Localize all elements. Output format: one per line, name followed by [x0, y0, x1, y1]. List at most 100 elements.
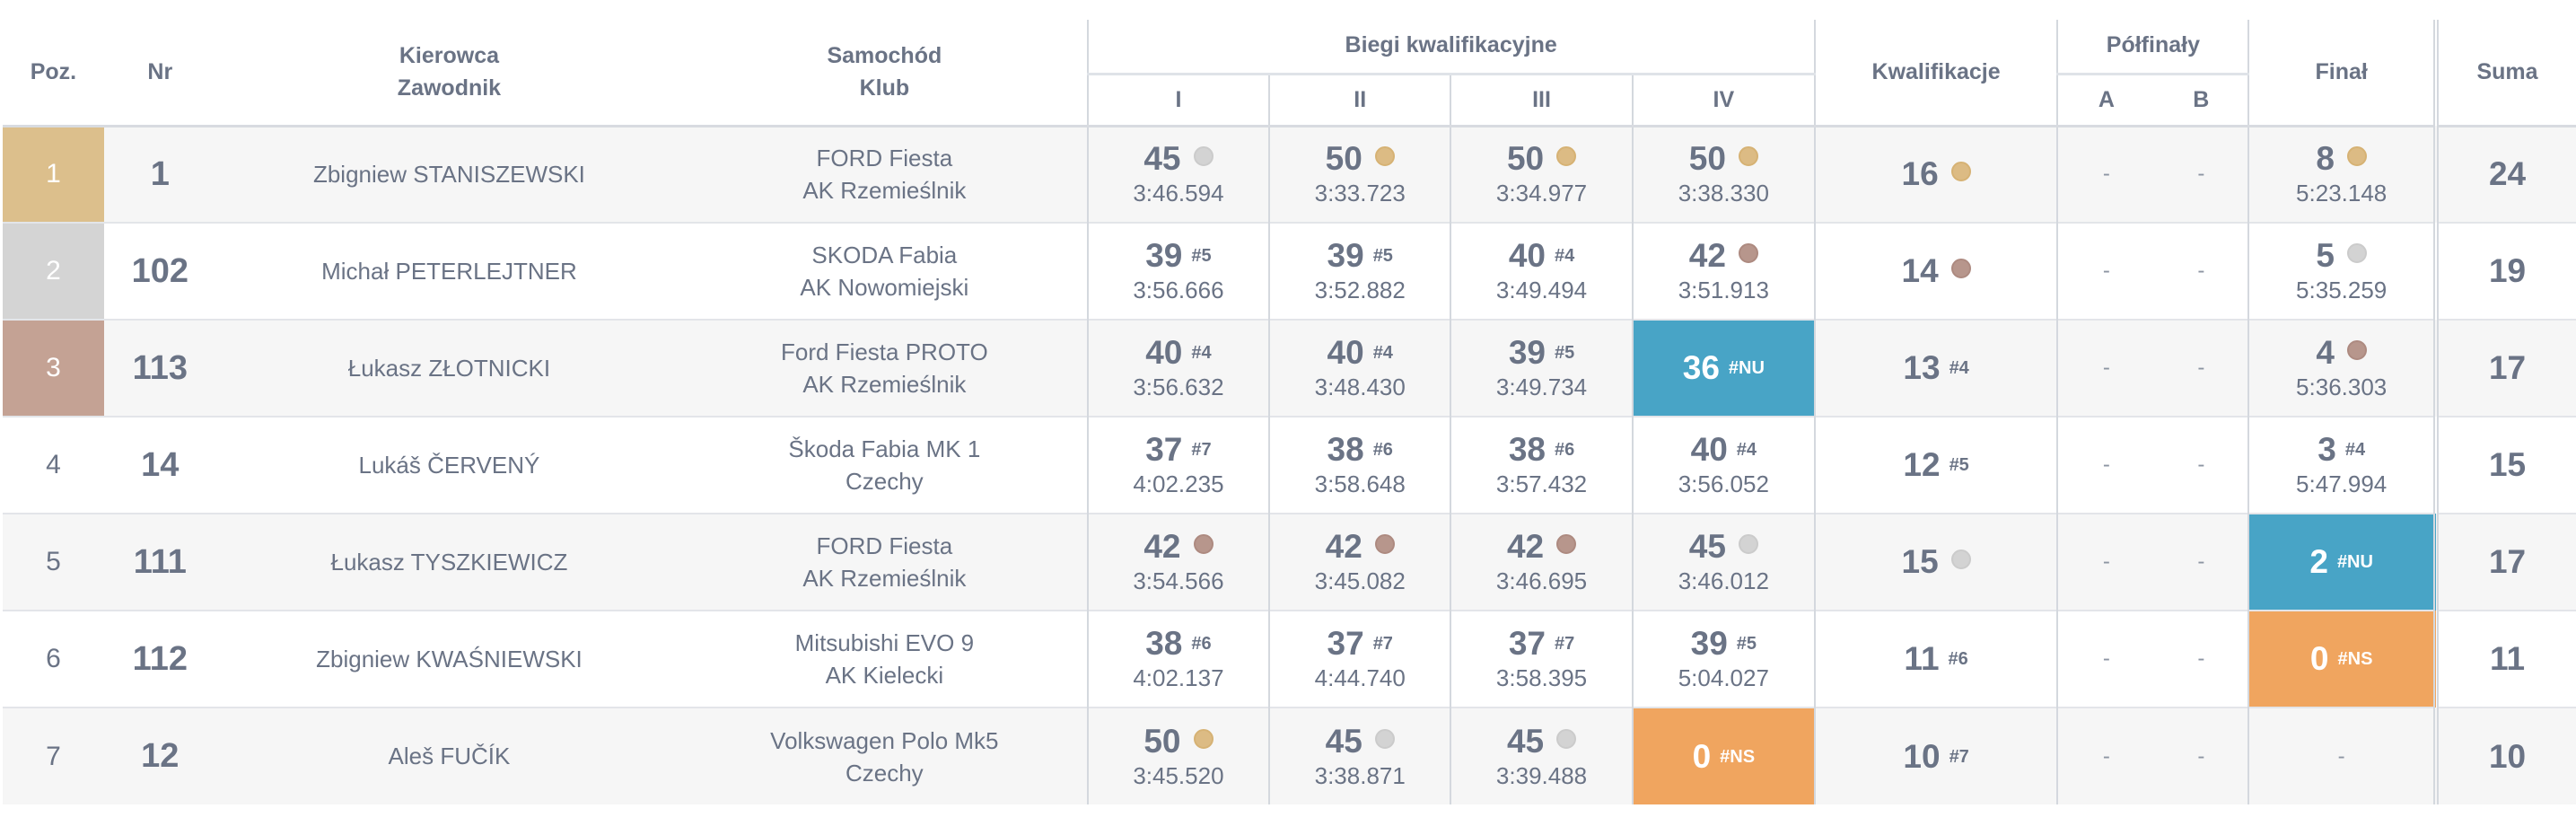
- club-name: AK Rzemieślnik: [802, 565, 967, 592]
- heat-3-cell: 45 3:39.488: [1450, 707, 1633, 804]
- header-sum: Suma: [2433, 20, 2576, 126]
- header-heats: Biegi kwalifikacyjne: [1086, 20, 1815, 74]
- rank-tag: #7: [1191, 440, 1212, 460]
- points-line: 13 #4: [1816, 349, 2057, 387]
- time-value: 3:51.913: [1678, 277, 1769, 303]
- semifinal-b-cell: -: [2154, 610, 2249, 708]
- qualification-cell: 13 #4: [1813, 319, 2058, 417]
- rank-tag: #5: [1554, 343, 1575, 363]
- header-car-line1: Samochód: [827, 43, 942, 69]
- points-line: 40 #4: [1451, 237, 1632, 275]
- heat-1-cell: 39 #5 3:56.666: [1086, 222, 1270, 320]
- sum-cell: 10: [2433, 707, 2576, 804]
- points-line: 45: [1451, 723, 1632, 760]
- points-value: 13: [1903, 349, 1941, 386]
- club-name: AK Rzemieślnik: [802, 177, 967, 205]
- driver-name: Zbigniew STANISZEWSKI: [215, 124, 683, 223]
- rank-tag: #4: [1949, 358, 1969, 378]
- time-value: 3:34.977: [1495, 180, 1588, 207]
- semifinal-a-cell: -: [2056, 124, 2155, 223]
- position-cell: 4: [3, 416, 104, 514]
- qualification-cell: 14: [1813, 222, 2058, 320]
- points-value: 45: [1506, 722, 1545, 760]
- points-line: 45: [1270, 723, 1450, 760]
- rank-tag: #5: [1191, 246, 1212, 266]
- semifinal-a-cell: -: [2056, 610, 2155, 708]
- car-cell: FORD Fiesta AK Rzemieślnik: [682, 513, 1088, 611]
- points-value: 50: [1506, 140, 1545, 178]
- car-model: FORD Fiesta: [816, 532, 953, 559]
- points-line: 39 #5: [1451, 334, 1632, 372]
- points-value: 0: [2309, 640, 2329, 677]
- final-cell: -: [2247, 707, 2437, 804]
- points-value: 39: [1327, 237, 1364, 274]
- rank-tag: #6: [1948, 649, 1968, 669]
- points-line: 5: [2249, 237, 2433, 275]
- header-heat-4: IV: [1631, 72, 1815, 126]
- final-cell: 2 #NU: [2247, 513, 2437, 611]
- position-cell: 6: [3, 610, 104, 708]
- car-cell: Ford Fiesta PROTO AK Rzemieślnik: [682, 319, 1088, 417]
- bronze-medal-icon: [1193, 534, 1214, 554]
- time-value: 3:45.082: [1314, 567, 1406, 594]
- car-model: Mitsubishi EVO 9: [794, 629, 975, 656]
- header-semifinals: Półfinały: [2056, 20, 2249, 74]
- semifinal-b-cell: -: [2154, 707, 2249, 804]
- points-line: 16: [1816, 155, 2057, 193]
- points-value: 4: [2316, 334, 2335, 371]
- bronze-medal-icon: [1374, 534, 1395, 554]
- header-nr: Nr: [147, 59, 173, 85]
- time-value: 3:56.052: [1678, 470, 1769, 497]
- points-line: 38 #6: [1451, 431, 1632, 469]
- points-line: 50: [1634, 140, 1814, 178]
- gold-medal-icon: [1950, 162, 1971, 182]
- time-value: 4:02.235: [1133, 470, 1224, 497]
- silver-medal-icon: [1556, 728, 1577, 749]
- club-name: AK Rzemieślnik: [802, 371, 967, 398]
- number-cell: 1: [103, 124, 216, 223]
- rank-tag: #5: [1372, 246, 1393, 266]
- points-value: 40: [1508, 237, 1546, 274]
- semifinal-b-cell: -: [2154, 416, 2249, 514]
- semifinal-a-cell: -: [2056, 222, 2155, 320]
- time-value: 3:58.395: [1495, 664, 1588, 691]
- points-line: 37 #7: [1089, 431, 1269, 469]
- points-line: 10 #7: [1816, 738, 2057, 776]
- points-line: 14: [1816, 252, 2057, 290]
- time-value: 5:35.259: [2296, 277, 2388, 303]
- header-pos: Poz.: [30, 59, 77, 85]
- time-value: 3:33.723: [1314, 180, 1406, 207]
- heat-2-cell: 39 #5 3:52.882: [1268, 222, 1451, 320]
- heat-1-cell: 38 #6 4:02.137: [1086, 610, 1270, 708]
- semifinal-a-cell: -: [2056, 319, 2155, 417]
- time-value: 3:56.632: [1133, 374, 1224, 400]
- rank-tag: #NS: [1720, 746, 1756, 767]
- points-line: 2 #NU: [2249, 543, 2433, 581]
- sum-cell: 11: [2433, 610, 2576, 708]
- heat-4-cell: 0 #NS: [1631, 707, 1815, 804]
- points-value: 5: [2316, 237, 2335, 274]
- gold-medal-icon: [1738, 146, 1758, 167]
- final-cell: 5 5:35.259: [2247, 222, 2437, 320]
- semifinal-b-cell: -: [2154, 124, 2249, 223]
- final-cell: 4 5:36.303: [2247, 319, 2437, 417]
- points-value: 45: [1325, 722, 1362, 760]
- final-cell: 3 #4 5:47.994: [2247, 416, 2437, 514]
- points-line: 39 #5: [1089, 237, 1269, 275]
- heat-4-cell: 45 3:46.012: [1631, 513, 1815, 611]
- header-qualification: Kwalifikacje: [1813, 20, 2058, 126]
- heat-2-cell: 42 3:45.082: [1268, 513, 1451, 611]
- time-value: 5:36.303: [2296, 374, 2388, 400]
- sum-cell: 24: [2433, 124, 2576, 223]
- sum-cell: 19: [2433, 222, 2576, 320]
- number-cell: 14: [103, 416, 216, 514]
- club-name: AK Kielecki: [825, 662, 944, 689]
- club-name: Czechy: [845, 759, 924, 787]
- points-line: 39 #5: [1270, 237, 1450, 275]
- points-value: 3: [2318, 431, 2336, 468]
- time-value: 3:46.695: [1495, 567, 1588, 594]
- final-cell: 8 5:23.148: [2247, 124, 2437, 223]
- header-subrow: I II III IV A B: [3, 72, 2576, 126]
- results-table: Poz. Nr Kierowca Zawodnik Samochód Klub …: [3, 20, 2576, 804]
- rank-tag: #7: [1372, 634, 1393, 654]
